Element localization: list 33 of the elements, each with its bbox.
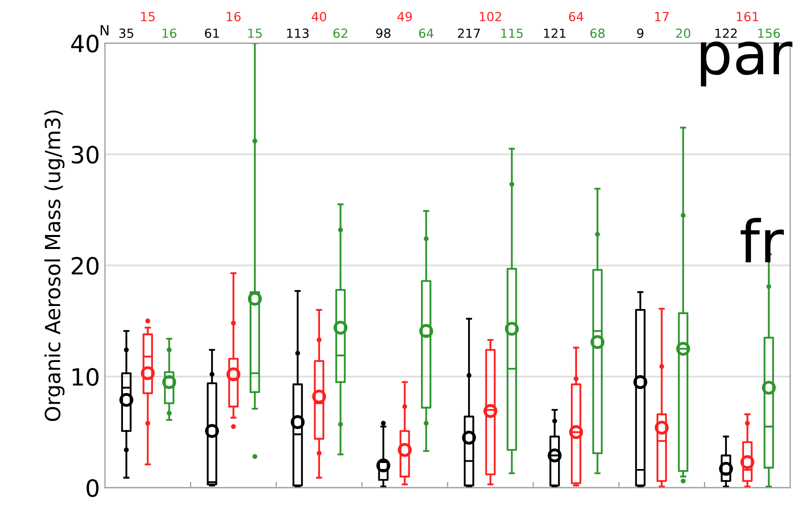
- text: 49: [397, 12, 412, 22]
- y-axis-title: Organic Aerosol Mass (ug/m3): [44, 110, 64, 422]
- y-tick-label: 0: [86, 479, 99, 497]
- text: 98: [376, 28, 390, 38]
- text: 17: [655, 12, 669, 22]
- text: 15: [141, 12, 155, 22]
- y-tick-label: 10: [72, 368, 99, 386]
- annotation: par: [700, 42, 792, 86]
- text: 40: [312, 12, 326, 22]
- text: 61: [204, 28, 219, 38]
- text: 102: [480, 12, 502, 22]
- text: 121: [544, 28, 566, 38]
- y-tick-label: 30: [72, 146, 99, 164]
- text: 16: [226, 12, 241, 22]
- text: N: [100, 25, 108, 36]
- text: 64: [419, 28, 434, 38]
- y-tick-label: 40: [71, 34, 99, 52]
- text: 115: [501, 28, 523, 38]
- text: 16: [162, 28, 176, 38]
- text: 64: [568, 12, 584, 22]
- text: 217: [458, 28, 480, 38]
- text: 113: [287, 28, 309, 38]
- annotation: fr: [740, 218, 784, 262]
- text: 35: [119, 28, 134, 38]
- text: 62: [333, 28, 348, 38]
- text: 15: [248, 28, 262, 38]
- text: 161: [736, 12, 758, 22]
- text: 20: [676, 28, 690, 38]
- text: 122: [715, 28, 737, 38]
- text: 156: [758, 28, 780, 38]
- text: 9: [637, 28, 644, 38]
- text: 68: [590, 28, 605, 38]
- y-tick-label: 20: [72, 256, 99, 275]
